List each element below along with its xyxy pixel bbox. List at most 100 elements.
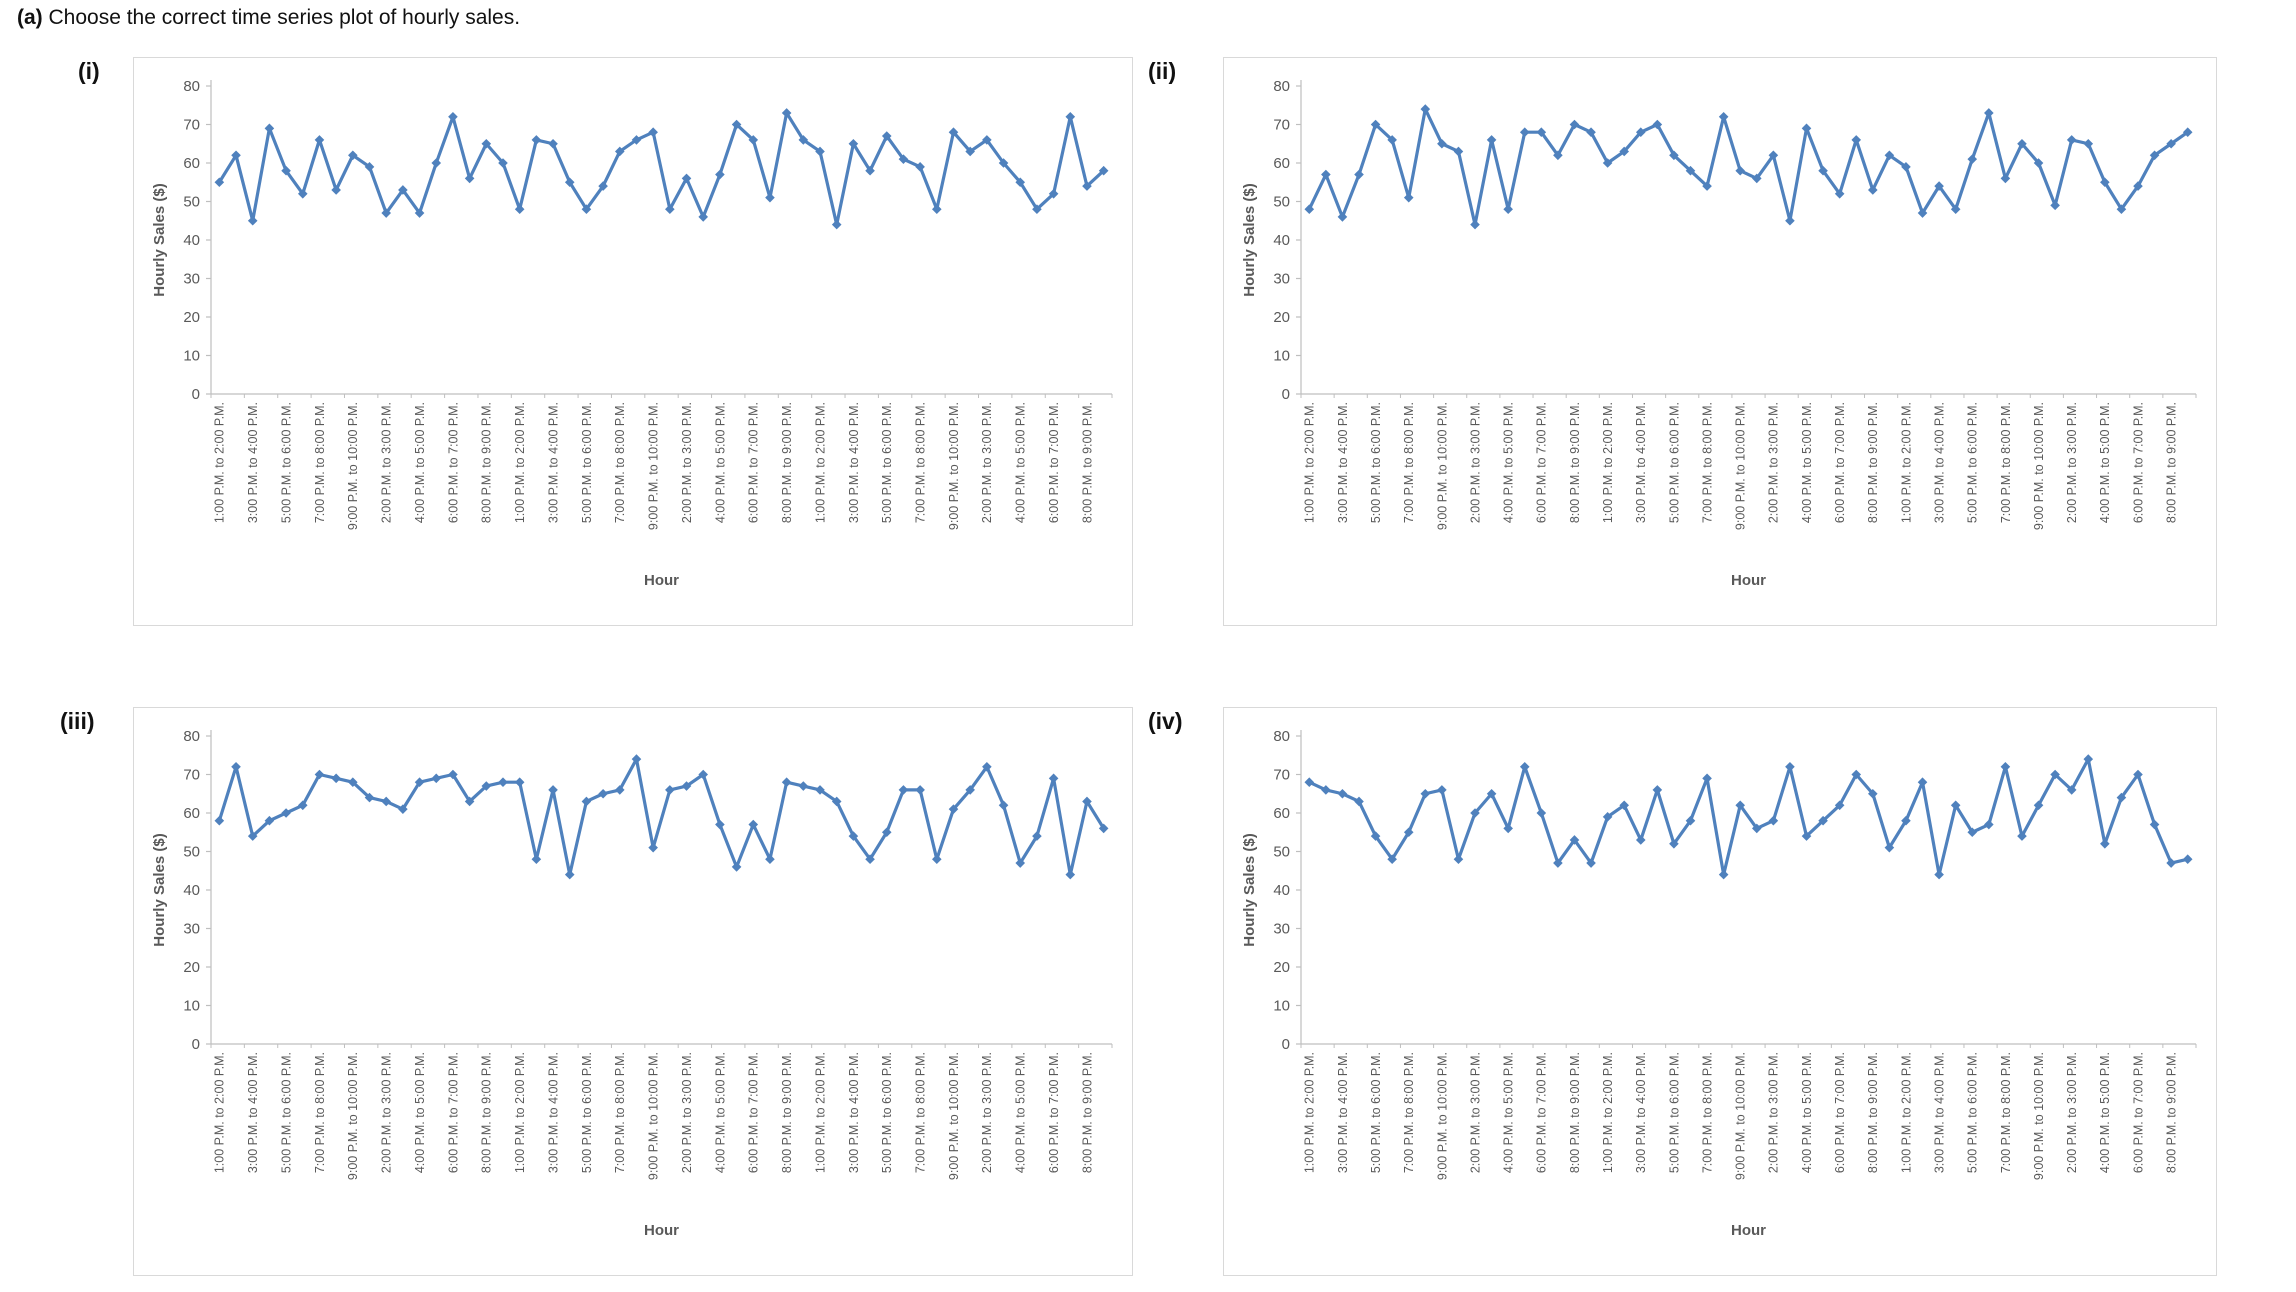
svg-text:Hourly Sales ($): Hourly Sales ($) [1241, 183, 1258, 296]
time-series-chart-iv: 0 10 20 30 40 50 60 70 80 1:00 P.M. to 2:00 P.M. 3… [1241, 728, 2197, 1239]
svg-text:0: 0 [192, 386, 200, 403]
svg-text:5:00 P.M. to 6:00 P.M.: 5:00 P.M. to 6:00 P.M. [1966, 1052, 1980, 1173]
svg-text:50: 50 [183, 194, 200, 211]
svg-text:8:00 P.M. to 9:00 P.M.: 8:00 P.M. to 9:00 P.M. [780, 402, 794, 523]
svg-text:30: 30 [1273, 271, 1290, 288]
svg-text:9:00 P.M. to 10:00 P.M.: 9:00 P.M. to 10:00 P.M. [1734, 402, 1748, 530]
svg-text:1:00 P.M. to 2:00 P.M.: 1:00 P.M. to 2:00 P.M. [213, 1052, 227, 1173]
svg-text:20: 20 [183, 959, 200, 976]
svg-text:Hourly Sales ($): Hourly Sales ($) [151, 833, 168, 946]
svg-text:8:00 P.M. to 9:00 P.M.: 8:00 P.M. to 9:00 P.M. [780, 1052, 794, 1173]
svg-text:80: 80 [183, 78, 200, 95]
time-series-chart-i: 0 10 20 30 40 50 60 70 80 1:00 P.M. to 2:00 P.M. 3… [151, 78, 1113, 589]
svg-text:10: 10 [183, 998, 200, 1015]
svg-text:7:00 P.M. to 8:00 P.M.: 7:00 P.M. to 8:00 P.M. [613, 402, 627, 523]
svg-text:1:00 P.M. to 2:00 P.M.: 1:00 P.M. to 2:00 P.M. [1601, 1052, 1615, 1173]
svg-text:2:00 P.M. to 3:00 P.M.: 2:00 P.M. to 3:00 P.M. [1767, 402, 1781, 523]
svg-text:6:00 P.M. to 7:00 P.M.: 6:00 P.M. to 7:00 P.M. [446, 402, 460, 523]
svg-text:2:00 P.M. to 3:00 P.M.: 2:00 P.M. to 3:00 P.M. [680, 1052, 694, 1173]
svg-text:80: 80 [1273, 728, 1290, 745]
svg-text:7:00 P.M. to 8:00 P.M.: 7:00 P.M. to 8:00 P.M. [913, 1052, 927, 1173]
svg-text:40: 40 [1273, 882, 1290, 899]
svg-text:4:00 P.M. to 5:00 P.M.: 4:00 P.M. to 5:00 P.M. [413, 402, 427, 523]
svg-text:4:00 P.M. to 5:00 P.M.: 4:00 P.M. to 5:00 P.M. [1800, 1052, 1814, 1173]
chart-option-ii[interactable]: 0 10 20 30 40 50 60 70 80 1:00 P.M. to 2:00 P.M. 3… [1223, 57, 2217, 626]
svg-text:3:00 P.M. to 4:00 P.M.: 3:00 P.M. to 4:00 P.M. [1336, 402, 1350, 523]
svg-text:9:00 P.M. to 10:00 P.M.: 9:00 P.M. to 10:00 P.M. [947, 1052, 961, 1180]
svg-text:6:00 P.M. to 7:00 P.M.: 6:00 P.M. to 7:00 P.M. [2131, 1052, 2145, 1173]
svg-text:4:00 P.M. to 5:00 P.M.: 4:00 P.M. to 5:00 P.M. [1800, 402, 1814, 523]
svg-text:9:00 P.M. to 10:00 P.M.: 9:00 P.M. to 10:00 P.M. [346, 1052, 360, 1180]
svg-text:Hour: Hour [644, 572, 679, 589]
svg-text:40: 40 [1273, 232, 1290, 249]
svg-text:Hour: Hour [1731, 572, 1766, 589]
svg-text:6:00 P.M. to 7:00 P.M.: 6:00 P.M. to 7:00 P.M. [1047, 1052, 1061, 1173]
svg-text:2:00 P.M. to 3:00 P.M.: 2:00 P.M. to 3:00 P.M. [1468, 402, 1482, 523]
svg-text:6:00 P.M. to 7:00 P.M.: 6:00 P.M. to 7:00 P.M. [1535, 1052, 1549, 1173]
svg-text:7:00 P.M. to 8:00 P.M.: 7:00 P.M. to 8:00 P.M. [1999, 1052, 2013, 1173]
svg-text:4:00 P.M. to 5:00 P.M.: 4:00 P.M. to 5:00 P.M. [1502, 1052, 1516, 1173]
svg-text:30: 30 [183, 921, 200, 938]
svg-text:4:00 P.M. to 5:00 P.M.: 4:00 P.M. to 5:00 P.M. [413, 1052, 427, 1173]
svg-text:Hour: Hour [644, 1222, 679, 1239]
svg-text:1:00 P.M. to 2:00 P.M.: 1:00 P.M. to 2:00 P.M. [1303, 402, 1317, 523]
svg-text:5:00 P.M. to 6:00 P.M.: 5:00 P.M. to 6:00 P.M. [1667, 402, 1681, 523]
svg-text:40: 40 [183, 882, 200, 899]
svg-text:Hour: Hour [1731, 1222, 1766, 1239]
svg-text:8:00 P.M. to 9:00 P.M.: 8:00 P.M. to 9:00 P.M. [480, 402, 494, 523]
svg-text:5:00 P.M. to 6:00 P.M.: 5:00 P.M. to 6:00 P.M. [1667, 1052, 1681, 1173]
svg-text:8:00 P.M. to 9:00 P.M.: 8:00 P.M. to 9:00 P.M. [2165, 1052, 2179, 1173]
chart-option-iv[interactable]: 0 10 20 30 40 50 60 70 80 1:00 P.M. to 2:00 P.M. 3… [1223, 707, 2217, 1276]
question-title: (a) Choose the correct time series plot … [17, 6, 520, 30]
svg-text:4:00 P.M. to 5:00 P.M.: 4:00 P.M. to 5:00 P.M. [2098, 1052, 2112, 1173]
svg-text:9:00 P.M. to 10:00 P.M.: 9:00 P.M. to 10:00 P.M. [2032, 1052, 2046, 1180]
svg-text:20: 20 [183, 309, 200, 326]
question-part-label: (a) [17, 6, 43, 29]
svg-text:6:00 P.M. to 7:00 P.M.: 6:00 P.M. to 7:00 P.M. [1833, 402, 1847, 523]
svg-text:70: 70 [183, 117, 200, 134]
svg-text:5:00 P.M. to 6:00 P.M.: 5:00 P.M. to 6:00 P.M. [1966, 402, 1980, 523]
svg-text:6:00 P.M. to 7:00 P.M.: 6:00 P.M. to 7:00 P.M. [2131, 402, 2145, 523]
svg-text:0: 0 [1282, 1036, 1290, 1053]
svg-text:3:00 P.M. to 4:00 P.M.: 3:00 P.M. to 4:00 P.M. [546, 402, 560, 523]
svg-text:8:00 P.M. to 9:00 P.M.: 8:00 P.M. to 9:00 P.M. [480, 1052, 494, 1173]
svg-text:2:00 P.M. to 3:00 P.M.: 2:00 P.M. to 3:00 P.M. [1468, 1052, 1482, 1173]
svg-text:Hourly Sales ($): Hourly Sales ($) [151, 183, 168, 296]
svg-text:Hourly Sales ($): Hourly Sales ($) [1241, 833, 1258, 946]
svg-text:4:00 P.M. to 5:00 P.M.: 4:00 P.M. to 5:00 P.M. [2098, 402, 2112, 523]
svg-text:7:00 P.M. to 8:00 P.M.: 7:00 P.M. to 8:00 P.M. [1402, 1052, 1416, 1173]
svg-text:1:00 P.M. to 2:00 P.M.: 1:00 P.M. to 2:00 P.M. [513, 402, 527, 523]
svg-text:7:00 P.M. to 8:00 P.M.: 7:00 P.M. to 8:00 P.M. [1700, 402, 1714, 523]
svg-text:20: 20 [1273, 309, 1290, 326]
svg-text:60: 60 [1273, 805, 1290, 822]
svg-text:9:00 P.M. to 10:00 P.M.: 9:00 P.M. to 10:00 P.M. [647, 402, 661, 530]
svg-text:7:00 P.M. to 8:00 P.M.: 7:00 P.M. to 8:00 P.M. [1999, 402, 2013, 523]
svg-text:5:00 P.M. to 6:00 P.M.: 5:00 P.M. to 6:00 P.M. [880, 1052, 894, 1173]
svg-text:3:00 P.M. to 4:00 P.M.: 3:00 P.M. to 4:00 P.M. [246, 402, 260, 523]
svg-text:4:00 P.M. to 5:00 P.M.: 4:00 P.M. to 5:00 P.M. [713, 402, 727, 523]
chart-option-i[interactable]: 0 10 20 30 40 50 60 70 80 1:00 P.M. to 2:00 P.M. 3… [133, 57, 1133, 626]
svg-text:3:00 P.M. to 4:00 P.M.: 3:00 P.M. to 4:00 P.M. [546, 1052, 560, 1173]
svg-text:20: 20 [1273, 959, 1290, 976]
svg-text:4:00 P.M. to 5:00 P.M.: 4:00 P.M. to 5:00 P.M. [1014, 402, 1028, 523]
svg-text:30: 30 [1273, 921, 1290, 938]
svg-text:6:00 P.M. to 7:00 P.M.: 6:00 P.M. to 7:00 P.M. [1833, 1052, 1847, 1173]
svg-text:3:00 P.M. to 4:00 P.M.: 3:00 P.M. to 4:00 P.M. [1932, 1052, 1946, 1173]
svg-text:8:00 P.M. to 9:00 P.M.: 8:00 P.M. to 9:00 P.M. [1568, 1052, 1582, 1173]
svg-text:3:00 P.M. to 4:00 P.M.: 3:00 P.M. to 4:00 P.M. [1634, 1052, 1648, 1173]
svg-text:6:00 P.M. to 7:00 P.M.: 6:00 P.M. to 7:00 P.M. [1535, 402, 1549, 523]
svg-text:7:00 P.M. to 8:00 P.M.: 7:00 P.M. to 8:00 P.M. [613, 1052, 627, 1173]
svg-text:7:00 P.M. to 8:00 P.M.: 7:00 P.M. to 8:00 P.M. [1402, 402, 1416, 523]
svg-text:6:00 P.M. to 7:00 P.M.: 6:00 P.M. to 7:00 P.M. [747, 1052, 761, 1173]
chart-option-label-iii: (iii) [60, 708, 95, 734]
svg-text:60: 60 [183, 805, 200, 822]
question-text: Choose the correct time series plot of h… [42, 6, 521, 29]
svg-text:80: 80 [1273, 78, 1290, 95]
svg-text:10: 10 [1273, 998, 1290, 1015]
svg-text:3:00 P.M. to 4:00 P.M.: 3:00 P.M. to 4:00 P.M. [847, 1052, 861, 1173]
svg-text:9:00 P.M. to 10:00 P.M.: 9:00 P.M. to 10:00 P.M. [1734, 1052, 1748, 1180]
svg-text:10: 10 [1273, 348, 1290, 365]
chart-option-iii[interactable]: 0 10 20 30 40 50 60 70 80 1:00 P.M. to 2:00 P.M. 3… [133, 707, 1133, 1276]
svg-text:5:00 P.M. to 6:00 P.M.: 5:00 P.M. to 6:00 P.M. [580, 402, 594, 523]
